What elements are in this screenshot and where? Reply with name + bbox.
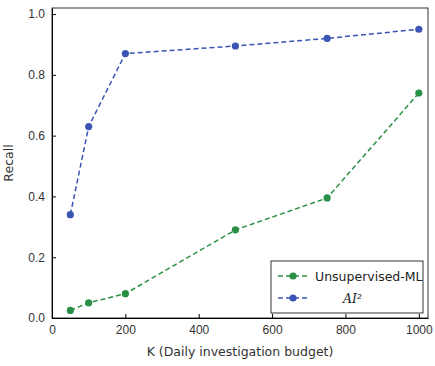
- legend-label: Unsupervised-ML: [315, 269, 423, 284]
- series-point: [122, 290, 129, 297]
- x-tick: 400: [189, 314, 209, 337]
- series-point: [232, 226, 239, 233]
- y-tick-label: 1.0: [28, 7, 45, 21]
- x-axis-line: [53, 318, 429, 319]
- y-tick-mark: [52, 196, 56, 197]
- series-point: [67, 307, 74, 314]
- series-point: [324, 35, 331, 42]
- x-tick-label: 800: [336, 323, 356, 337]
- series-point: [415, 89, 422, 96]
- plot-area: 0 200 400 600 800 1000 0.0 0.2 0.4 0.6 0.8 1.0 Unsup…: [28, 7, 433, 336]
- x-tick-mark: [345, 314, 346, 318]
- x-tick: 200: [116, 314, 136, 337]
- y-tick-label: 0.0: [28, 311, 45, 325]
- y-axis-line: [52, 9, 53, 319]
- y-axis-title: Recall: [1, 144, 16, 181]
- series-point: [67, 211, 74, 218]
- data-layer: [67, 26, 423, 314]
- x-axis: 0 200 400 600 800 1000: [49, 314, 433, 337]
- series-point: [415, 26, 422, 33]
- y-tick: 0.8: [28, 68, 56, 82]
- y-tick: 1.0: [28, 7, 56, 21]
- legend-label: AI²: [342, 291, 362, 306]
- x-tick: 800: [336, 314, 356, 337]
- legend-marker: [289, 272, 296, 279]
- series-line: [70, 29, 418, 214]
- x-tick-label: 0: [49, 323, 56, 337]
- y-tick-label: 0.8: [28, 68, 45, 82]
- legend-marker: [289, 294, 296, 301]
- x-tick-mark: [419, 314, 420, 318]
- y-tick-mark: [52, 257, 56, 258]
- series-point: [232, 42, 239, 49]
- x-tick-label: 600: [263, 323, 283, 337]
- y-tick: 0.6: [28, 129, 56, 143]
- y-tick-label: 0.6: [28, 129, 45, 143]
- x-tick: 1000: [406, 314, 433, 337]
- y-tick: 0.2: [28, 251, 56, 265]
- x-axis-title: K (Daily investigation budget): [147, 344, 334, 359]
- y-tick-label: 0.4: [28, 190, 45, 204]
- y-tick-mark: [52, 136, 56, 137]
- x-tick-mark: [199, 314, 200, 318]
- y-tick-label: 0.2: [28, 251, 45, 265]
- legend-box: [271, 261, 423, 313]
- x-tick-label: 200: [116, 323, 136, 337]
- x-tick: 600: [263, 314, 283, 337]
- series-point: [122, 50, 129, 57]
- y-tick-mark: [52, 14, 56, 15]
- y-tick: 0.0: [28, 311, 56, 325]
- y-tick: 0.4: [28, 190, 56, 204]
- series-point: [324, 194, 331, 201]
- y-axis: 0.0 0.2 0.4 0.6 0.8 1.0: [28, 7, 56, 325]
- legend: Unsupervised-ML AI²: [271, 261, 423, 313]
- series-point: [85, 123, 92, 130]
- series-point: [85, 299, 92, 306]
- chart: 0 200 400 600 800 1000 0.0 0.2 0.4 0.6 0.8 1.0 Unsup…: [0, 0, 435, 366]
- plot-frame: [52, 8, 428, 318]
- x-tick-mark: [272, 314, 273, 318]
- y-tick-mark: [52, 318, 56, 319]
- x-tick-mark: [125, 314, 126, 318]
- x-tick-label: 1000: [406, 323, 433, 337]
- y-tick-mark: [52, 75, 56, 76]
- x-tick-label: 400: [189, 323, 209, 337]
